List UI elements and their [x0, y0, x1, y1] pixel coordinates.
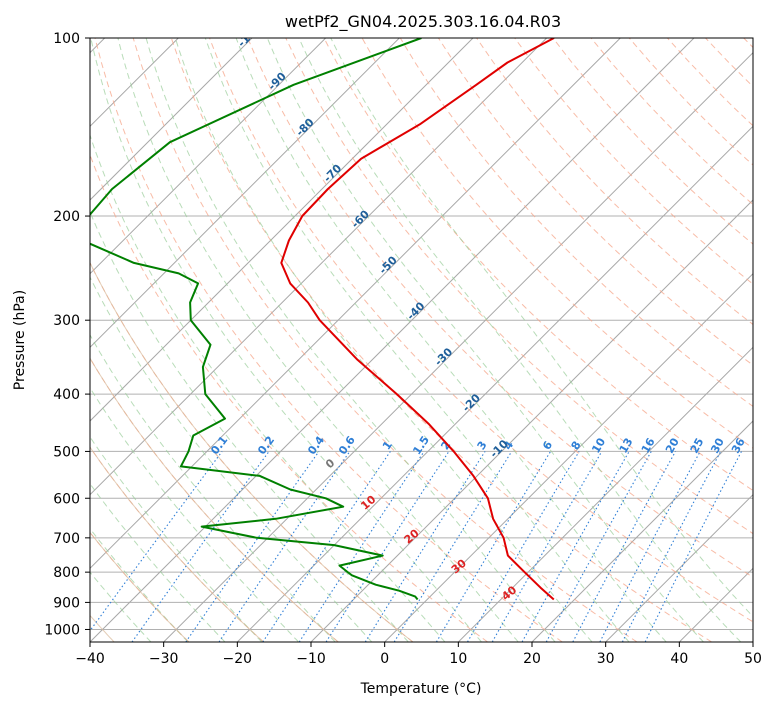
y-tick-label: 100: [53, 31, 80, 47]
moist-adiabat-line: [117, 38, 519, 642]
y-tick-label: 400: [53, 387, 80, 403]
plot-frame: [89, 37, 754, 643]
isotherm-line: [384, 272, 753, 642]
plot-background: [90, 38, 753, 642]
dry-adiabat-line: [209, 38, 753, 623]
mixing-ratio-label: 36: [729, 436, 748, 456]
x-tick-label: −40: [75, 651, 105, 667]
moist-adiabat-line: [298, 38, 742, 642]
axes: −40 −30 −20 −10 0 10 20 30 40 50 100 200 300 400 500 60…: [44, 31, 762, 667]
moist-adiabat-line: [90, 38, 482, 642]
moist-adiabat-line: [90, 133, 446, 642]
mixing-ratio-line: [185, 451, 320, 642]
moist-adiabat-line: [266, 38, 704, 642]
profile-lines: [90, 38, 555, 601]
moist-adiabat-line: [145, 38, 556, 642]
mixing-ratio-label: 25: [688, 436, 707, 456]
isotherm-line: [163, 51, 753, 642]
moist-adiabat-line: [204, 38, 630, 642]
isotherm-line: [90, 38, 474, 422]
temperature-profile-line: [280, 38, 555, 601]
moist-adiabat-line: [90, 386, 299, 642]
adiabat-curve: [90, 357, 339, 642]
x-tick-label: 20: [523, 651, 541, 667]
isotherm-line: [90, 38, 253, 201]
isotherm-line: [531, 420, 753, 642]
isotherm-line: [90, 38, 621, 570]
dry-adiabat-line: [476, 38, 753, 326]
moist-adiabat-line: [235, 38, 667, 642]
dry-adiabat-line: [132, 38, 638, 642]
mixing-ratio-line: [262, 451, 391, 642]
dry-adiabat-line: [247, 38, 753, 578]
isotherm-line: [90, 38, 548, 496]
mixing-ratio-line: [218, 451, 351, 642]
mixing-ratio-line: [131, 451, 270, 642]
y-tick-label: 700: [53, 531, 80, 547]
dry-adiabat-line: [514, 38, 753, 285]
mixing-ratio-line: [521, 451, 630, 642]
isotherm-line: [752, 641, 753, 642]
dry-adiabat-line: [323, 38, 753, 492]
moist-adiabat-line: [90, 276, 373, 642]
isotherm-line: [605, 493, 753, 642]
x-tick-label: −30: [149, 651, 179, 667]
y-tick-label: 900: [53, 595, 80, 611]
x-tick-label: −10: [296, 651, 326, 667]
moist-adiabat-line: [90, 210, 409, 642]
y-tick-label: 200: [53, 209, 80, 225]
mixing-ratio-line: [90, 451, 223, 632]
isotherm-line: [457, 346, 753, 642]
adiabat-curve: [90, 531, 190, 642]
isotherm-line: [90, 38, 327, 275]
isotherm-line: [90, 38, 695, 642]
y-axis-label: Pressure (hPa): [12, 290, 28, 390]
isotherm-line: [90, 38, 400, 349]
mixing-ratio-line: [644, 451, 742, 642]
dewpoint-profile-line: [90, 38, 422, 601]
adiabat-curve: [90, 446, 264, 642]
moist-adiabat-line: [90, 333, 336, 642]
x-axis-label: Temperature (°C): [360, 681, 482, 697]
moist-adiabat-line: [330, 38, 753, 618]
x-tick-label: 40: [670, 651, 688, 667]
mixing-ratio-line: [572, 451, 676, 642]
y-tick-label: 600: [53, 491, 80, 507]
chart-title: wetPf2_GN04.2025.303.16.04.R03: [285, 12, 561, 32]
x-tick-label: 50: [744, 651, 762, 667]
moist-adiabat-line: [90, 436, 263, 642]
dry-adiabat-line: [285, 38, 753, 535]
moist-adiabat-line: [174, 38, 593, 642]
x-tick-label: −20: [223, 651, 253, 667]
y-tick-label: 500: [53, 444, 80, 460]
y-tick-label: 800: [53, 565, 80, 581]
isotherm-label: -100: [235, 21, 264, 50]
dry-adiabat-line: [94, 38, 563, 642]
adiabat-curve: [90, 261, 414, 642]
x-tick-label: 10: [449, 651, 467, 667]
mixing-ratio-line: [545, 451, 652, 642]
mixing-ratio-line: [621, 451, 722, 642]
mixing-ratio-line: [325, 451, 450, 642]
x-tick-label: 30: [597, 651, 615, 667]
y-tick-label: 300: [53, 313, 80, 329]
background-lines: [90, 38, 753, 642]
x-tick-label: 0: [380, 651, 389, 667]
y-tick-label: 1000: [44, 622, 80, 638]
